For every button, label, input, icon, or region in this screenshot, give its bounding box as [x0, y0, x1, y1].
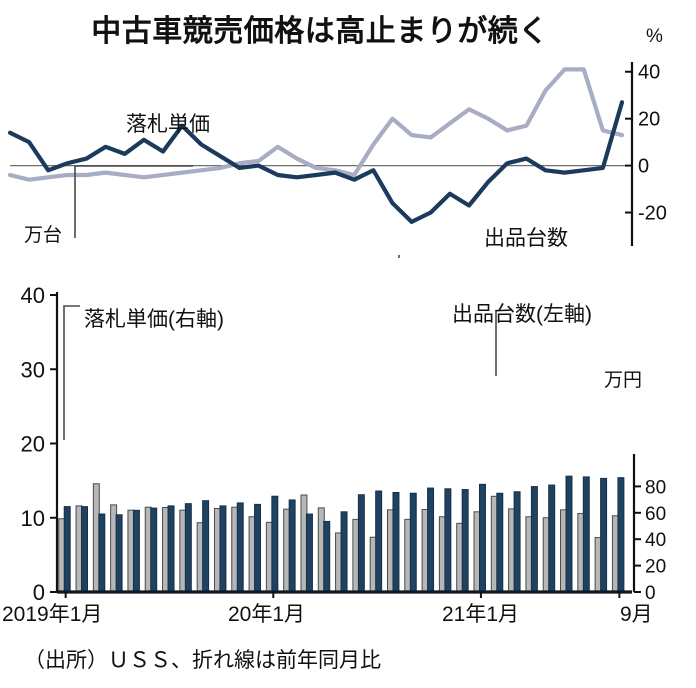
bars-volume-group	[63, 475, 625, 593]
bar-volume	[478, 483, 486, 593]
bottom-left-axis-tick-label: 10	[21, 506, 45, 531]
bar-volume	[530, 486, 538, 593]
bar-volume	[219, 505, 227, 593]
bottom-left-axis-tick-label: 40	[21, 283, 45, 308]
bar-volume	[132, 509, 140, 593]
bar-volume	[184, 503, 192, 593]
leader-price-bottom	[63, 305, 80, 440]
bottom-right-axis-tick-label: 20	[645, 557, 666, 578]
bar-volume	[409, 492, 417, 593]
bar-volume	[254, 503, 262, 593]
line-chart-svg: 40 20 0 -20	[7, 62, 667, 258]
top-axis-tick-label: 0	[638, 156, 649, 178]
leader-price-top	[74, 165, 193, 238]
bar-volume	[565, 475, 573, 593]
bar-volume	[548, 484, 556, 593]
bar-volume	[357, 494, 365, 593]
bar-volume	[167, 505, 175, 593]
top-axis-tick-label: -20	[638, 203, 667, 225]
bottom-left-axis-tick-label: 30	[21, 357, 45, 382]
bottom-callout-leaders	[63, 305, 497, 440]
top-axis-tick-label: 40	[638, 62, 660, 84]
xaxis-label-1: 20年1月	[228, 603, 306, 626]
top-axis-tick-label: 20	[638, 109, 660, 131]
bar-volume	[271, 495, 279, 593]
bar-volume	[63, 506, 71, 593]
bar-volume	[288, 499, 296, 593]
bar-volume	[427, 487, 435, 593]
callout-volume-top: 出品台数	[484, 227, 568, 250]
bar-volume	[150, 507, 158, 593]
bar-volume	[236, 502, 244, 593]
bar-volume	[305, 513, 313, 593]
bottom-left-axis-tick-label: 0	[33, 580, 45, 605]
bar-volume	[81, 506, 88, 593]
xaxis-label-0: 2019年1月	[2, 603, 103, 626]
bottom-left-axis-tick-label: 20	[21, 432, 45, 457]
callout-price-bottom: 落札単価(右軸)	[84, 308, 224, 331]
bar-volume	[375, 490, 383, 593]
bar-volume	[444, 488, 452, 593]
bar-volume	[202, 500, 210, 593]
bar-volume	[340, 511, 348, 593]
xaxis-label-2: 21年1月	[442, 603, 520, 626]
bar-volume	[582, 476, 590, 593]
page-title: 中古車競売価格は高止まりが続く	[91, 15, 549, 48]
bar-volume	[392, 492, 400, 593]
top-series-volume	[7, 100, 625, 225]
bar-chart: 0 10 20 30 40 0 20 40 60 80	[0, 280, 696, 610]
bar-volume	[323, 520, 331, 593]
line-chart: 40 20 0 -20	[0, 48, 696, 258]
leader-volume-top	[398, 255, 400, 258]
callout-price-top: 落札単価	[126, 113, 210, 136]
bar-volume	[496, 492, 504, 593]
xaxis-label-3: 9月	[620, 603, 653, 626]
source-note: （出所）ＵＳＳ、折れ線は前年同月比	[24, 649, 381, 672]
bottom-right-axis-tick-label: 60	[645, 504, 666, 525]
bottom-chart-right-unit-label: 万円	[604, 370, 643, 391]
top-callout-leaders	[74, 165, 400, 258]
bottom-right-axis-tick-label: 40	[645, 530, 666, 551]
bar-volume	[617, 477, 625, 593]
callout-volume-bottom: 出品台数(左軸)	[452, 303, 592, 326]
bar-volume	[115, 514, 123, 593]
percent-unit-label: %	[646, 26, 663, 47]
top-chart-left-unit-label: 万台	[24, 225, 63, 246]
bar-volume	[600, 477, 608, 593]
bar-volume	[461, 489, 469, 593]
bottom-right-axis-tick-label: 0	[645, 583, 656, 604]
bar-chart-svg: 0 10 20 30 40 0 20 40 60 80	[21, 283, 667, 605]
bar-volume	[98, 513, 106, 593]
bottom-right-axis-tick-label: 80	[645, 477, 666, 498]
bar-volume	[513, 491, 521, 593]
top-series-price	[7, 67, 625, 182]
